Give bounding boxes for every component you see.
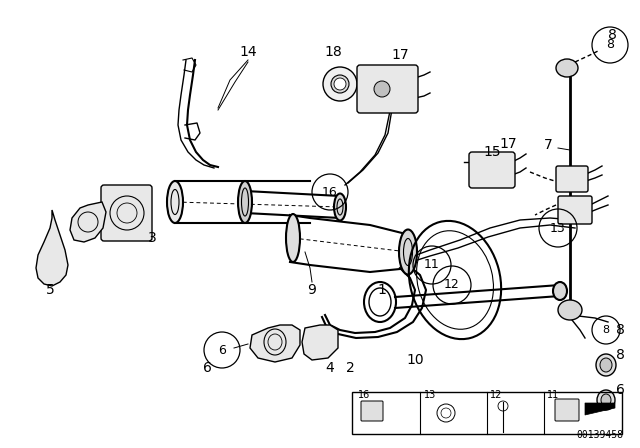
Ellipse shape	[600, 358, 612, 372]
Ellipse shape	[323, 67, 357, 101]
Ellipse shape	[331, 75, 349, 93]
FancyBboxPatch shape	[469, 152, 515, 188]
Text: 6: 6	[203, 361, 211, 375]
Text: 18: 18	[324, 45, 342, 59]
Text: 8: 8	[616, 323, 625, 337]
Text: 7: 7	[543, 138, 552, 152]
FancyBboxPatch shape	[357, 65, 418, 113]
Ellipse shape	[596, 354, 616, 376]
FancyBboxPatch shape	[361, 401, 383, 421]
Text: 5: 5	[45, 283, 54, 297]
FancyBboxPatch shape	[558, 196, 592, 224]
Text: 4: 4	[326, 361, 334, 375]
Text: 12: 12	[490, 390, 502, 400]
Text: 6: 6	[616, 383, 625, 397]
Polygon shape	[36, 210, 68, 286]
Ellipse shape	[553, 282, 567, 300]
Bar	[352, 392, 622, 434]
FancyBboxPatch shape	[101, 185, 152, 241]
Ellipse shape	[597, 390, 615, 410]
FancyBboxPatch shape	[555, 399, 579, 421]
Polygon shape	[302, 325, 338, 360]
Text: 6: 6	[218, 344, 226, 357]
Circle shape	[374, 81, 390, 97]
Text: 16: 16	[322, 185, 338, 198]
Text: 13: 13	[550, 221, 566, 234]
Text: 14: 14	[239, 45, 257, 59]
Polygon shape	[585, 403, 615, 415]
Text: 1: 1	[378, 283, 387, 297]
Text: 11: 11	[424, 258, 440, 271]
Ellipse shape	[238, 181, 252, 223]
Ellipse shape	[286, 214, 300, 262]
FancyBboxPatch shape	[556, 166, 588, 192]
Text: 8: 8	[606, 39, 614, 52]
Text: 8: 8	[616, 348, 625, 362]
Text: 9: 9	[308, 283, 316, 297]
Text: 10: 10	[406, 353, 424, 367]
Text: 15: 15	[483, 145, 501, 159]
Text: 17: 17	[391, 48, 409, 62]
Ellipse shape	[167, 181, 183, 223]
Text: 11: 11	[547, 390, 559, 400]
Ellipse shape	[399, 229, 417, 275]
Text: 3: 3	[148, 231, 156, 245]
Ellipse shape	[334, 194, 346, 220]
Text: 2: 2	[346, 361, 355, 375]
Text: 8: 8	[602, 325, 609, 335]
Ellipse shape	[601, 394, 611, 406]
Polygon shape	[70, 202, 106, 242]
Text: 00139458: 00139458	[576, 430, 623, 440]
Ellipse shape	[556, 59, 578, 77]
Text: 17: 17	[499, 137, 517, 151]
Ellipse shape	[558, 300, 582, 320]
Text: 16: 16	[358, 390, 371, 400]
Polygon shape	[250, 325, 300, 362]
Circle shape	[334, 78, 346, 90]
Text: 8: 8	[607, 28, 616, 42]
Text: 12: 12	[444, 279, 460, 292]
Text: 13: 13	[424, 390, 436, 400]
